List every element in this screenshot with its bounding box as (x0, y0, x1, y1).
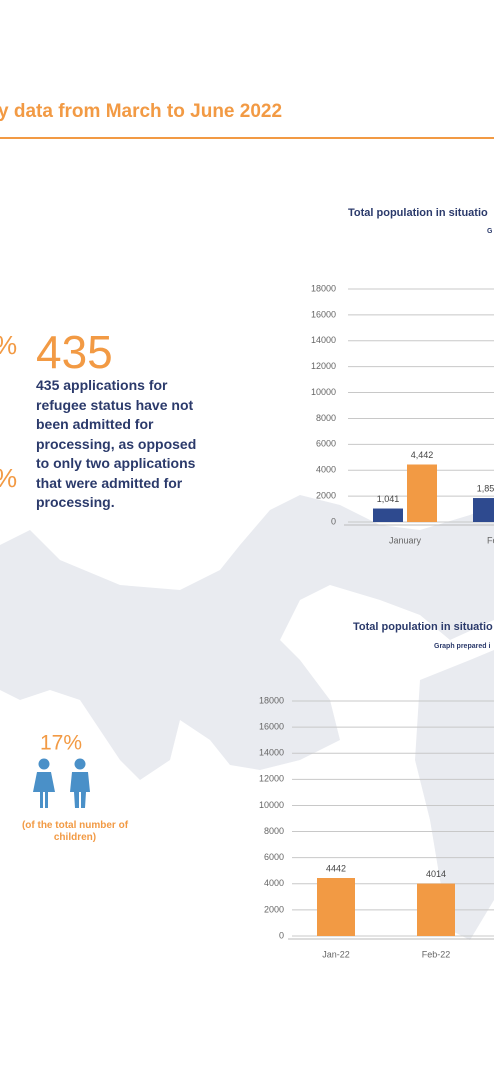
x-tick-label: Feb-22 (422, 949, 451, 959)
y-tick-label: 16000 (259, 721, 284, 731)
y-tick-label: 12000 (311, 361, 336, 371)
chart-title: Total population in situatio (348, 207, 488, 219)
y-tick-label: 2000 (264, 904, 284, 914)
y-tick-label: 18000 (259, 695, 284, 705)
bar (317, 878, 355, 936)
bar (473, 498, 494, 522)
y-tick-label: 6000 (264, 852, 284, 862)
child-icons (33, 758, 90, 808)
y-tick-label: 0 (279, 930, 284, 940)
y-tick-label: 4000 (316, 465, 336, 475)
value-label: 4014 (426, 869, 446, 879)
x-tick-label: February (487, 535, 494, 545)
y-tick-label: 8000 (264, 826, 284, 836)
stat-fragment: % (0, 330, 17, 360)
map-silhouette (0, 495, 494, 780)
y-tick-label: 14000 (311, 335, 336, 345)
y-tick-label: 2000 (316, 490, 336, 500)
y-tick-label: 18000 (311, 283, 336, 293)
y-tick-label: 4000 (264, 878, 284, 888)
value-label: 1,041 (377, 494, 400, 504)
chart-subtitle: G (487, 228, 493, 235)
y-tick-label: 6000 (316, 439, 336, 449)
stat-text: 435 applications for refugee status have… (36, 377, 197, 510)
header-title: y data from March to June 2022 (0, 101, 282, 122)
chart-subtitle: Graph prepared i (434, 643, 490, 650)
x-tick-label: January (389, 535, 422, 545)
value-label: 4442 (326, 863, 346, 873)
bar (417, 883, 455, 936)
y-tick-label: 10000 (311, 387, 336, 397)
y-tick-label: 14000 (259, 748, 284, 758)
y-tick-label: 8000 (316, 413, 336, 423)
map-land-right (415, 650, 494, 940)
chart-title: Total population in situatio (353, 621, 493, 633)
y-tick-label: 12000 (259, 774, 284, 784)
bar (373, 508, 403, 522)
stat-fragment: % (0, 463, 17, 493)
stat-number: 435 (36, 326, 113, 378)
y-tick-label: 16000 (311, 309, 336, 319)
value-label: 1,850 (477, 483, 494, 493)
children-percent: 17% (40, 732, 82, 755)
x-tick-label: Jan-22 (322, 949, 350, 959)
y-tick-label: 10000 (259, 800, 284, 810)
bar (407, 464, 437, 522)
value-label: 4,442 (411, 450, 434, 460)
y-tick-label: 0 (331, 516, 336, 526)
children-note: (of the total number of children) (21, 820, 129, 843)
